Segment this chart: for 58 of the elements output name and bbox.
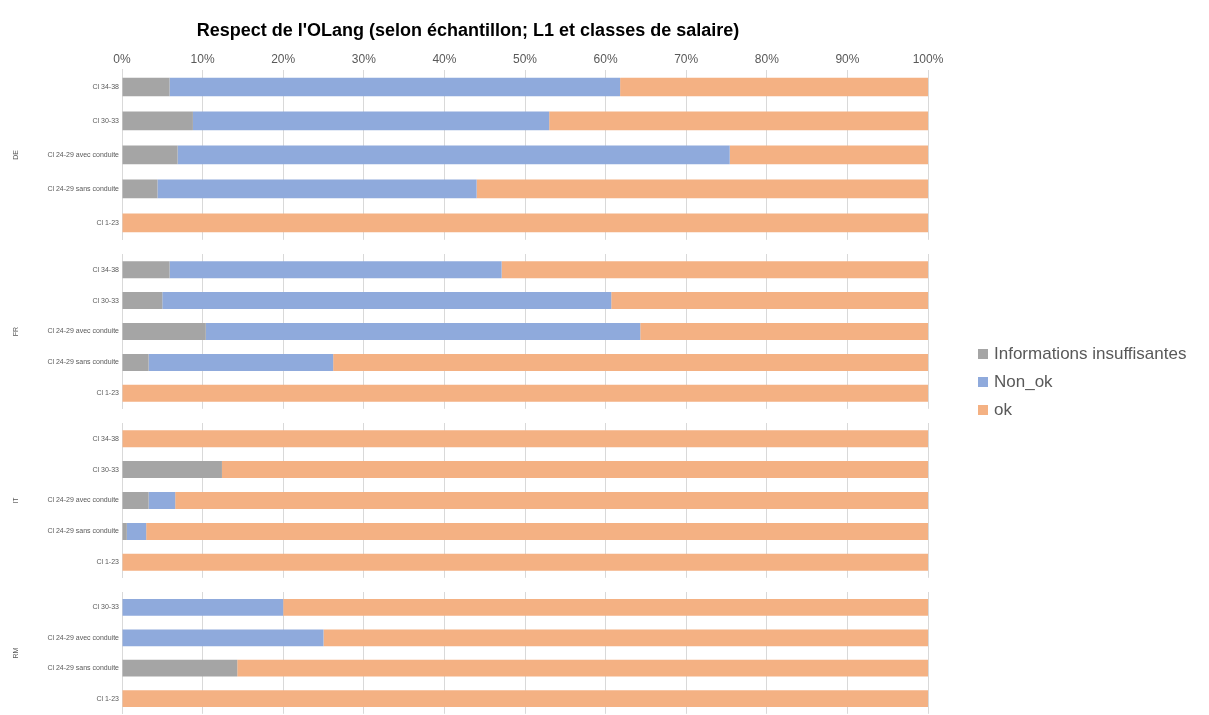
bar [122, 323, 206, 340]
chart-title: Respect de l'OLang (selon échantillon; L1 et classes de salaire) [196, 19, 740, 40]
bar [476, 179, 928, 199]
bar [122, 145, 178, 165]
bar [192, 111, 550, 131]
x-tick-label: 90% [835, 52, 860, 67]
bar [148, 492, 176, 509]
bar [501, 261, 928, 279]
x-tick-label: 30% [351, 52, 377, 67]
bar [175, 492, 928, 509]
bar [205, 323, 641, 340]
bar [122, 492, 149, 509]
bar [549, 111, 928, 131]
bar [122, 292, 163, 310]
bar [122, 659, 238, 677]
bar [122, 522, 127, 540]
bar [620, 77, 928, 97]
bar [221, 461, 928, 479]
bar [122, 77, 170, 97]
bar [611, 292, 928, 310]
bar [283, 599, 928, 616]
bar [237, 659, 928, 677]
x-tick-label: 100% [912, 52, 944, 67]
x-tick-label: 0% [113, 52, 131, 67]
bar [122, 261, 170, 279]
bar [122, 461, 222, 479]
bar [122, 553, 928, 571]
x-tick-label: 70% [674, 52, 699, 67]
legend-label: Non_ok [994, 372, 1053, 392]
x-tick-label: 60% [593, 52, 618, 67]
bar [640, 323, 928, 340]
bar [122, 111, 193, 131]
x-tick-label: 20% [271, 52, 296, 67]
x-tick-label: 80% [754, 52, 780, 67]
bar [162, 292, 612, 310]
bar [122, 179, 158, 199]
bar [122, 430, 928, 448]
bar [122, 384, 928, 402]
bar [122, 599, 284, 616]
bar [169, 77, 621, 97]
bar [333, 353, 928, 371]
bar [148, 353, 334, 371]
bar [157, 179, 477, 199]
bar [122, 213, 928, 233]
bar [122, 353, 149, 371]
bar [122, 690, 928, 707]
x-tick-label: 10% [190, 52, 215, 67]
legend-label: Informations insuffisantes [994, 344, 1187, 364]
bar [122, 629, 324, 647]
bar [126, 522, 147, 540]
x-tick-label: 40% [432, 52, 457, 67]
x-tick-label: 50% [512, 52, 538, 67]
bar [323, 629, 928, 647]
bar [169, 261, 502, 279]
bar [177, 145, 730, 165]
bar [146, 522, 928, 540]
legend-label: ok [994, 400, 1012, 420]
bar [729, 145, 928, 165]
